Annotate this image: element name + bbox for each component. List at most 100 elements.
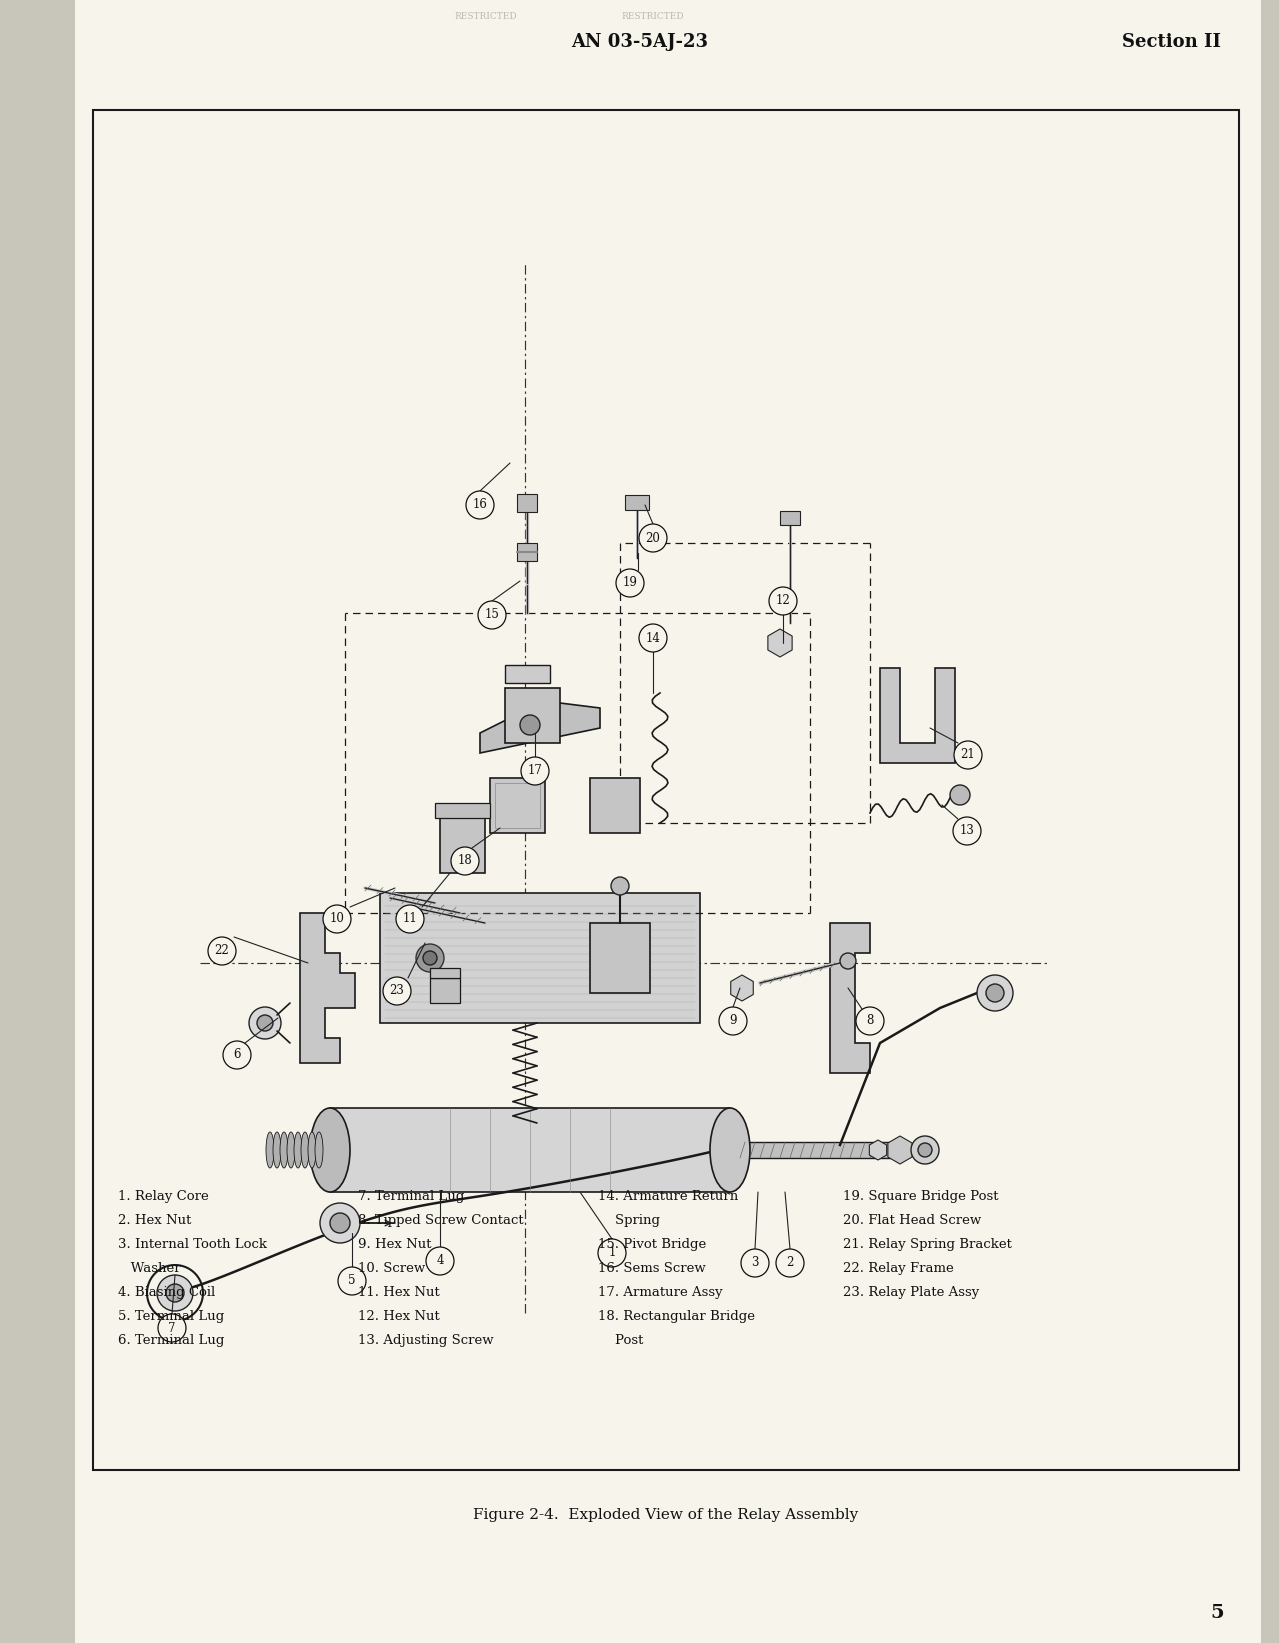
- Bar: [495, 784, 540, 828]
- Text: 18: 18: [458, 854, 472, 868]
- Text: 2: 2: [787, 1257, 794, 1270]
- Bar: [517, 542, 537, 560]
- Polygon shape: [301, 914, 356, 1063]
- Circle shape: [157, 1275, 193, 1311]
- Text: 11. Hex Nut: 11. Hex Nut: [358, 1286, 440, 1300]
- Text: 5: 5: [348, 1275, 356, 1288]
- Circle shape: [426, 1247, 454, 1275]
- Circle shape: [986, 984, 1004, 1002]
- Circle shape: [953, 817, 981, 845]
- Text: 19: 19: [623, 577, 637, 590]
- Circle shape: [611, 877, 629, 895]
- Text: 1. Relay Core: 1. Relay Core: [118, 1191, 208, 1203]
- Text: 19. Square Bridge Post: 19. Square Bridge Post: [843, 1191, 999, 1203]
- Circle shape: [478, 601, 506, 629]
- Circle shape: [741, 1249, 769, 1277]
- Ellipse shape: [310, 1107, 350, 1193]
- Text: 4. Biasing Coil: 4. Biasing Coil: [118, 1286, 215, 1300]
- Text: 11: 11: [403, 912, 417, 925]
- Polygon shape: [767, 629, 792, 657]
- Text: AN 03-5AJ-23: AN 03-5AJ-23: [570, 33, 709, 51]
- Text: 23. Relay Plate Assy: 23. Relay Plate Assy: [843, 1286, 980, 1300]
- Ellipse shape: [286, 1132, 295, 1168]
- Ellipse shape: [315, 1132, 324, 1168]
- Text: 21. Relay Spring Bracket: 21. Relay Spring Bracket: [843, 1239, 1012, 1252]
- Circle shape: [616, 568, 645, 596]
- Circle shape: [840, 953, 856, 969]
- Circle shape: [856, 1007, 884, 1035]
- Text: 3. Internal Tooth Lock: 3. Internal Tooth Lock: [118, 1239, 267, 1252]
- Text: 8. Tipped Screw Contact: 8. Tipped Screw Contact: [358, 1214, 523, 1227]
- Text: Washer: Washer: [118, 1262, 180, 1275]
- Text: 5. Terminal Lug: 5. Terminal Lug: [118, 1311, 224, 1324]
- Text: 20: 20: [646, 531, 660, 544]
- Bar: [517, 495, 537, 513]
- Polygon shape: [880, 669, 955, 762]
- Ellipse shape: [301, 1132, 310, 1168]
- Ellipse shape: [280, 1132, 288, 1168]
- Text: 14: 14: [646, 631, 660, 644]
- Text: 9: 9: [729, 1014, 737, 1027]
- Circle shape: [324, 905, 350, 933]
- Text: 3: 3: [751, 1257, 758, 1270]
- Circle shape: [257, 1015, 272, 1032]
- Circle shape: [159, 1314, 185, 1342]
- Bar: [625, 495, 648, 509]
- Circle shape: [416, 945, 444, 973]
- Circle shape: [776, 1249, 804, 1277]
- Polygon shape: [480, 703, 600, 752]
- Bar: [430, 968, 460, 978]
- Bar: [440, 818, 485, 872]
- Text: Figure 2-4.  Exploded View of the Relay Assembly: Figure 2-4. Exploded View of the Relay A…: [473, 1508, 858, 1523]
- Text: RESTRICTED: RESTRICTED: [455, 12, 517, 21]
- Ellipse shape: [266, 1132, 274, 1168]
- Text: 13. Adjusting Screw: 13. Adjusting Screw: [358, 1334, 494, 1347]
- Text: 12. Hex Nut: 12. Hex Nut: [358, 1311, 440, 1324]
- Bar: [590, 779, 640, 833]
- Text: 9. Hex Nut: 9. Hex Nut: [358, 1239, 431, 1252]
- Circle shape: [382, 978, 411, 1006]
- Polygon shape: [730, 974, 753, 1001]
- Text: 1: 1: [609, 1247, 615, 1260]
- Text: 7: 7: [169, 1321, 175, 1334]
- Bar: [590, 923, 650, 992]
- Bar: [380, 894, 700, 1024]
- Text: 21: 21: [961, 749, 976, 761]
- Text: 18. Rectangular Bridge: 18. Rectangular Bridge: [599, 1311, 755, 1324]
- Bar: [435, 803, 490, 818]
- Text: 6: 6: [233, 1048, 240, 1061]
- Text: 16: 16: [472, 498, 487, 511]
- Text: Spring: Spring: [599, 1214, 660, 1227]
- Bar: [93, 110, 1239, 1470]
- Ellipse shape: [294, 1132, 302, 1168]
- Bar: [330, 1107, 730, 1193]
- Polygon shape: [830, 923, 870, 1073]
- Text: 15: 15: [485, 608, 499, 621]
- Text: Section II: Section II: [1123, 33, 1221, 51]
- Text: 13: 13: [959, 825, 975, 838]
- Bar: [780, 511, 799, 526]
- Ellipse shape: [710, 1107, 749, 1193]
- Text: Post: Post: [599, 1334, 643, 1347]
- Circle shape: [466, 491, 494, 519]
- Circle shape: [954, 741, 982, 769]
- Text: 8: 8: [866, 1014, 874, 1027]
- Ellipse shape: [272, 1132, 281, 1168]
- Text: 22. Relay Frame: 22. Relay Frame: [843, 1262, 954, 1275]
- Text: 15. Pivot Bridge: 15. Pivot Bridge: [599, 1239, 706, 1252]
- Bar: [490, 779, 545, 833]
- Circle shape: [719, 1007, 747, 1035]
- Text: 2. Hex Nut: 2. Hex Nut: [118, 1214, 192, 1227]
- Text: 10: 10: [330, 912, 344, 925]
- Text: 22: 22: [215, 945, 229, 958]
- Circle shape: [640, 624, 668, 652]
- Polygon shape: [870, 1140, 886, 1160]
- Circle shape: [166, 1283, 184, 1301]
- Circle shape: [320, 1203, 359, 1244]
- Bar: [505, 688, 560, 743]
- Text: 16. Sems Screw: 16. Sems Screw: [599, 1262, 706, 1275]
- Text: 14. Armature Return: 14. Armature Return: [599, 1191, 738, 1203]
- Circle shape: [640, 524, 668, 552]
- Bar: [430, 978, 460, 1002]
- Text: 6. Terminal Lug: 6. Terminal Lug: [118, 1334, 224, 1347]
